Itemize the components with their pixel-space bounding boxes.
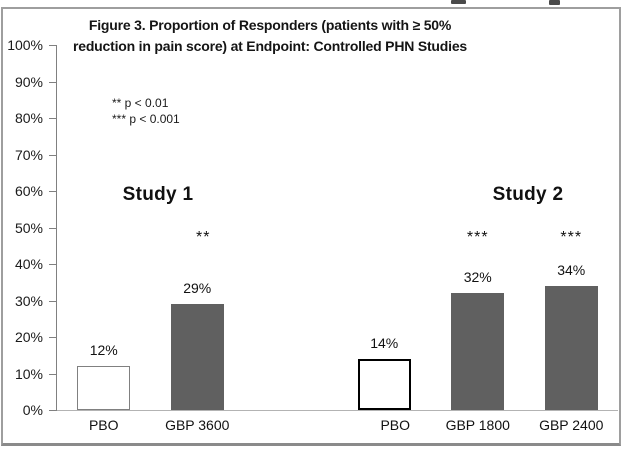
bar-value-label-gbp-2400: 34% <box>557 261 586 278</box>
y-axis-tick-label: 10% <box>14 365 43 382</box>
y-axis-tick-mark <box>49 191 57 192</box>
group-label-study-1: Study 1 <box>122 184 194 205</box>
chart-title: Figure 3. Proportion of Responders (pati… <box>40 15 500 57</box>
x-axis-category-label-pbo: PBO <box>380 417 411 433</box>
y-axis-tick-mark <box>49 264 57 265</box>
y-axis-tick-label: 30% <box>14 292 43 309</box>
bar-value-label-pbo: 12% <box>89 342 118 359</box>
x-axis-category-label-gbp-2400: GBP 2400 <box>539 417 604 433</box>
y-axis-tick-label: 0% <box>22 402 43 418</box>
significance-marker-gbp-2400: *** <box>560 229 583 246</box>
y-axis-tick-mark <box>49 81 57 83</box>
bar-pbo <box>357 358 411 410</box>
x-axis-baseline <box>56 410 618 411</box>
y-axis-tick-mark <box>49 373 57 375</box>
chart-title-line-1: Figure 3. Proportion of Responders (pati… <box>88 17 452 33</box>
note-p-001: ** p < 0.01 <box>112 96 169 110</box>
x-axis-category-label-pbo: PBO <box>88 417 119 433</box>
y-axis-tick-mark <box>49 300 57 302</box>
y-axis-tick-mark <box>49 410 57 411</box>
x-axis-category-label-gbp-1800: GBP 1800 <box>445 417 510 433</box>
bar-value-label-gbp-1800: 32% <box>463 269 492 286</box>
group-label-study-2: Study 2 <box>492 184 564 205</box>
y-axis-tick-label: 20% <box>14 329 43 345</box>
y-axis-tick-mark <box>49 227 57 229</box>
bar-gbp-1800 <box>451 293 505 410</box>
y-axis-tick-label: 60% <box>14 183 43 199</box>
significance-notes: ** p < 0.01 *** p < 0.001 <box>112 95 180 127</box>
y-axis-tick-mark <box>49 45 57 46</box>
bar-pbo <box>77 366 131 410</box>
y-axis-tick-label: 100% <box>7 37 43 53</box>
clipped-page-text-artifact <box>549 0 560 5</box>
y-axis-tick-mark <box>49 337 57 338</box>
y-axis-tick-label: 70% <box>14 146 43 163</box>
bar-gbp-2400 <box>544 285 598 410</box>
y-axis-tick-label: 50% <box>14 219 43 236</box>
y-axis-tick-label: 40% <box>14 256 43 272</box>
chart-title-line-2: reduction in pain score) at Endpoint: Co… <box>72 38 467 54</box>
y-axis-tick-mark <box>49 118 57 119</box>
figure-frame <box>1 7 621 446</box>
significance-marker-gbp-3600: ** <box>196 229 211 246</box>
bar-gbp-3600 <box>170 304 224 410</box>
y-axis-tick-mark <box>49 154 57 156</box>
bar-value-label-pbo: 14% <box>370 334 399 351</box>
bar-value-label-gbp-3600: 29% <box>183 280 212 297</box>
clipped-page-text-artifact <box>451 0 466 4</box>
y-axis-tick-label: 80% <box>14 110 43 126</box>
x-axis-category-label-gbp-3600: GBP 3600 <box>165 417 230 433</box>
y-axis-tick-label: 90% <box>14 73 43 90</box>
note-p-0001: *** p < 0.001 <box>112 112 180 126</box>
significance-marker-gbp-1800: *** <box>466 229 489 246</box>
